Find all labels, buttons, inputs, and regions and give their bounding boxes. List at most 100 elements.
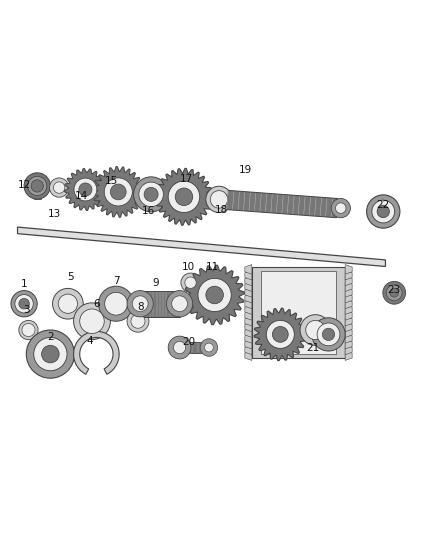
Circle shape <box>306 320 325 340</box>
Circle shape <box>139 182 163 207</box>
Text: 2: 2 <box>47 332 54 342</box>
Circle shape <box>181 273 200 292</box>
Circle shape <box>331 198 350 218</box>
Circle shape <box>205 343 213 352</box>
Circle shape <box>58 294 78 313</box>
Text: 22: 22 <box>377 200 390 210</box>
Circle shape <box>15 295 33 313</box>
Circle shape <box>168 336 191 359</box>
Polygon shape <box>245 316 252 326</box>
Text: 20: 20 <box>182 337 195 347</box>
Circle shape <box>26 330 74 378</box>
Polygon shape <box>345 264 352 274</box>
Polygon shape <box>345 299 352 309</box>
Circle shape <box>49 178 69 197</box>
Text: 6: 6 <box>93 298 100 309</box>
Polygon shape <box>245 293 252 303</box>
Polygon shape <box>185 265 244 325</box>
Circle shape <box>372 200 395 223</box>
Circle shape <box>317 323 340 346</box>
Circle shape <box>144 188 158 201</box>
Polygon shape <box>227 190 338 217</box>
Polygon shape <box>182 342 208 353</box>
Circle shape <box>104 178 132 206</box>
Circle shape <box>127 290 153 317</box>
Text: 4: 4 <box>86 336 93 346</box>
Polygon shape <box>345 287 352 297</box>
Polygon shape <box>245 322 252 332</box>
Circle shape <box>168 181 200 213</box>
Circle shape <box>74 303 110 340</box>
Polygon shape <box>345 311 352 320</box>
Circle shape <box>272 327 288 342</box>
Circle shape <box>31 180 43 192</box>
Circle shape <box>377 205 389 217</box>
Circle shape <box>166 290 193 317</box>
Text: 7: 7 <box>113 276 120 286</box>
Circle shape <box>172 296 187 312</box>
Polygon shape <box>345 270 352 280</box>
Polygon shape <box>245 287 252 297</box>
Polygon shape <box>245 328 252 337</box>
Circle shape <box>74 178 97 201</box>
Text: 8: 8 <box>137 302 144 312</box>
Circle shape <box>42 345 59 363</box>
Circle shape <box>53 288 83 319</box>
Circle shape <box>336 203 346 213</box>
Circle shape <box>206 286 223 304</box>
Circle shape <box>134 177 169 212</box>
Polygon shape <box>245 270 252 280</box>
Circle shape <box>99 286 134 321</box>
Circle shape <box>127 310 149 332</box>
Polygon shape <box>345 276 352 286</box>
Polygon shape <box>345 322 352 332</box>
Polygon shape <box>345 328 352 337</box>
Text: 14: 14 <box>74 191 88 201</box>
Polygon shape <box>245 305 252 314</box>
Polygon shape <box>245 334 252 343</box>
Circle shape <box>28 176 47 196</box>
Circle shape <box>110 184 126 200</box>
Circle shape <box>322 328 335 341</box>
Circle shape <box>206 186 232 213</box>
Circle shape <box>105 292 127 315</box>
Polygon shape <box>254 308 307 361</box>
Polygon shape <box>18 227 385 266</box>
Text: 18: 18 <box>215 205 228 215</box>
Text: 9: 9 <box>152 278 159 288</box>
Circle shape <box>19 320 38 340</box>
Circle shape <box>185 277 196 288</box>
Polygon shape <box>345 282 352 292</box>
Text: 21: 21 <box>307 343 320 353</box>
Circle shape <box>175 188 193 206</box>
Text: 12: 12 <box>18 181 31 190</box>
Text: 13: 13 <box>48 209 61 219</box>
Circle shape <box>80 309 104 334</box>
Circle shape <box>19 298 29 309</box>
Text: 1: 1 <box>21 279 28 289</box>
Polygon shape <box>345 351 352 360</box>
Circle shape <box>34 337 67 371</box>
Polygon shape <box>245 345 252 354</box>
Circle shape <box>266 320 294 349</box>
Polygon shape <box>345 305 352 314</box>
Polygon shape <box>64 168 106 211</box>
Circle shape <box>386 285 402 301</box>
Circle shape <box>300 314 331 345</box>
Polygon shape <box>345 293 352 303</box>
Wedge shape <box>74 332 119 374</box>
Polygon shape <box>245 264 252 274</box>
Polygon shape <box>245 276 252 286</box>
Polygon shape <box>245 340 252 349</box>
Text: 11: 11 <box>206 262 219 272</box>
Circle shape <box>390 288 399 297</box>
Circle shape <box>312 318 345 351</box>
Circle shape <box>198 278 231 312</box>
Circle shape <box>53 182 65 193</box>
Text: 17: 17 <box>180 174 193 184</box>
Text: 3: 3 <box>23 305 30 316</box>
Polygon shape <box>345 345 352 354</box>
Polygon shape <box>345 334 352 343</box>
Text: 15: 15 <box>105 176 118 186</box>
Circle shape <box>79 183 92 196</box>
